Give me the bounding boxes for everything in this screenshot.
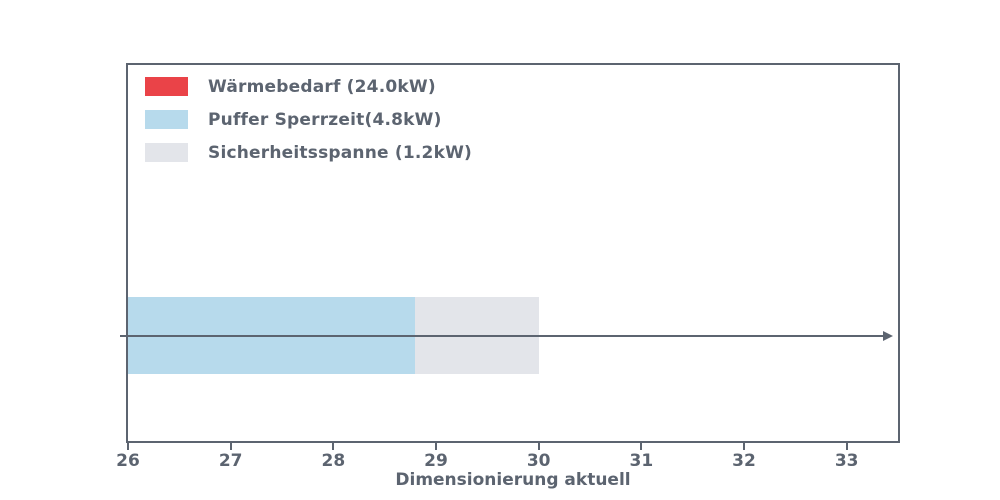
x-tick bbox=[845, 443, 848, 450]
arrow-head-icon bbox=[883, 330, 893, 341]
legend-swatch-sicherheitsspanne bbox=[145, 143, 188, 162]
x-tick-label: 33 bbox=[834, 451, 859, 471]
x-tick-label: 30 bbox=[526, 451, 551, 471]
x-tick-label: 26 bbox=[116, 451, 140, 471]
legend-label-puffer-sperrzeit: Puffer Sperrzeit(4.8kW) bbox=[208, 109, 442, 130]
x-tick bbox=[127, 443, 129, 450]
x-tick-label: 28 bbox=[321, 451, 346, 471]
legend-label-sicherheitsspanne: Sicherheitsspanne (1.2kW) bbox=[208, 142, 472, 163]
x-tick bbox=[537, 443, 540, 450]
legend-label-waermebedarf: Wärmebedarf (24.0kW) bbox=[208, 76, 436, 97]
legend-item-puffer-sperrzeit: Puffer Sperrzeit(4.8kW) bbox=[145, 109, 472, 130]
x-tick bbox=[332, 443, 335, 450]
x-tick bbox=[435, 443, 437, 450]
legend-swatch-puffer-sperrzeit bbox=[145, 110, 188, 129]
legend-swatch-waermebedarf bbox=[145, 77, 188, 96]
plot-area: Wärmebedarf (24.0kW) Puffer Sperrzeit(4.… bbox=[120, 63, 900, 443]
dimension-arrow bbox=[120, 330, 893, 341]
legend: Wärmebedarf (24.0kW) Puffer Sperrzeit(4.… bbox=[145, 76, 472, 163]
x-tick bbox=[640, 443, 643, 450]
x-tick bbox=[229, 443, 232, 450]
x-tick-label: 29 bbox=[424, 451, 448, 471]
x-axis-title: Dimensionierung aktuell bbox=[395, 470, 631, 490]
x-tick bbox=[743, 443, 745, 450]
x-tick-label: 32 bbox=[732, 451, 756, 471]
legend-item-sicherheitsspanne: Sicherheitsspanne (1.2kW) bbox=[145, 142, 472, 163]
x-tick-label: 31 bbox=[629, 451, 654, 471]
legend-item-waermebedarf: Wärmebedarf (24.0kW) bbox=[145, 76, 472, 97]
x-tick-label: 27 bbox=[218, 451, 243, 471]
